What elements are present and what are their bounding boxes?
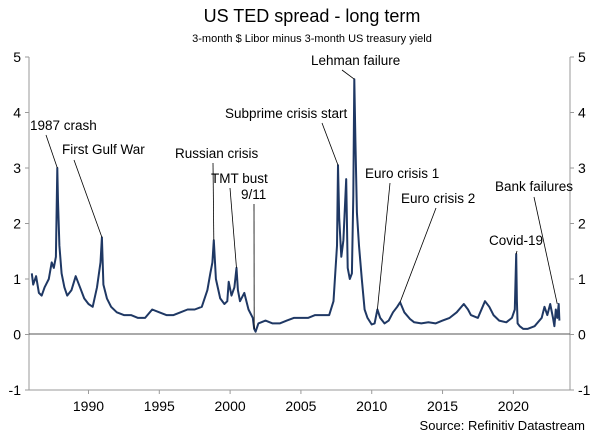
annotation-leader: [399, 207, 437, 303]
tick-layer: -1 -1 0 0 1 1 2 2 3 3 4 4 5 5 1990 1995 2000 2005 2010 2015…: [9, 49, 591, 414]
x-tick-label: 2010: [356, 398, 387, 414]
annotation-label: Euro crisis 1: [365, 166, 439, 181]
chart-subtitle: 3-month $ Libor minus 3-month US treasur…: [192, 33, 432, 45]
y-tick-label-right: 4: [578, 105, 586, 121]
y-tick-label-left: 5: [13, 49, 21, 65]
x-tick-label: 1990: [73, 398, 104, 414]
annotation-label: Russian crisis: [175, 146, 259, 161]
annotation-label: Lehman failure: [311, 53, 400, 68]
annotation-leader: [73, 159, 103, 238]
y-tick-label-left: 3: [13, 160, 21, 176]
y-tick-label-right: -1: [578, 382, 591, 398]
x-tick-label: 2015: [427, 398, 458, 414]
annotation-leader: [515, 250, 518, 255]
annotation-leader: [212, 162, 215, 241]
y-tick-label-left: 4: [13, 105, 21, 121]
y-tick-label-right: 1: [578, 271, 586, 287]
x-tick-label: 2020: [498, 398, 529, 414]
annotation-label: Euro crisis 2: [401, 191, 475, 206]
x-tick-label: 2005: [285, 398, 316, 414]
annotation-label: Subprime crisis start: [225, 106, 348, 121]
annotation-leader: [341, 69, 355, 80]
x-tick-label: 1995: [144, 398, 175, 414]
annotation-label: 9/11: [241, 187, 266, 202]
y-tick-label-right: 5: [578, 49, 586, 65]
x-tick-label: 2000: [215, 398, 246, 414]
y-tick-label-left: 2: [13, 216, 21, 232]
annotation-leader: [229, 187, 237, 268]
annotation-label: Bank failures: [495, 179, 573, 194]
y-tick-label-right: 2: [578, 216, 586, 232]
annotation-leader: [533, 196, 558, 305]
annotation-leader: [376, 182, 391, 310]
annotation-label: TMT bust: [211, 171, 268, 186]
y-tick-label-left: 0: [13, 327, 21, 343]
annotation-label: 1987 crash: [30, 118, 97, 133]
annotation-label: First Gulf War: [62, 142, 145, 157]
y-tick-label-left: 1: [13, 271, 21, 287]
y-tick-label-left: -1: [9, 382, 22, 398]
annotation-leader: [45, 134, 58, 169]
annotation-leader: [321, 122, 339, 166]
series-layer: [30, 78, 561, 333]
chart-title: US TED spread - long term: [204, 6, 421, 26]
source-note: Source: Refinitiv Datastream: [420, 418, 585, 433]
series-line: [30, 78, 561, 333]
annotation-label: Covid-19: [489, 233, 543, 248]
annotation-layer: 1987 crash First Gulf War Russian crisis TM…: [30, 53, 573, 329]
y-tick-label-right: 0: [578, 327, 586, 343]
y-tick-label-right: 3: [578, 160, 586, 176]
